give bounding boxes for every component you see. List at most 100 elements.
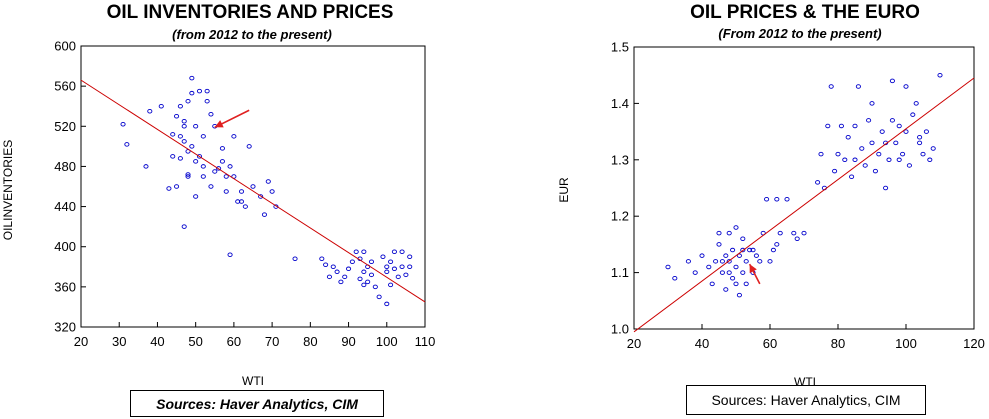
chart-right-data-point [893, 140, 899, 146]
chart-left-arrow-group [214, 109, 250, 129]
chart-left-data-point [227, 164, 233, 169]
chart-left-data-point [399, 264, 405, 270]
chart-right-points [665, 72, 943, 298]
chart-left-data-point [357, 276, 363, 282]
chart-left-data-point [158, 103, 164, 109]
chart-right-data-point [801, 230, 807, 236]
source-note-left: Sources: Haver Analytics, CIM [130, 390, 384, 417]
chart-right-data-point [757, 259, 763, 264]
chart-left-data-point [361, 269, 367, 275]
chart-left-data-point [143, 164, 149, 169]
chart-right-y-ticks: 1.0 1.1 1.2 1.3 1.4 1.5 [611, 40, 639, 337]
chart-right-y-tick-label: 1.4 [611, 96, 629, 111]
chart-left-data-point [208, 184, 214, 189]
chart-left-data-point [120, 122, 126, 127]
chart-left-x-tick-label: 20 [74, 334, 88, 349]
chart-right-data-point [665, 264, 671, 270]
chart-left-data-point [342, 274, 348, 280]
chart-left: OIL INVENTORIES AND PRICES (from 2012 to… [1, 2, 435, 388]
chart-right-x-tick-label: 20 [627, 336, 641, 351]
chart-right-arrow-group [748, 263, 761, 285]
chart-left-data-point [193, 194, 199, 199]
chart-right-data-point [852, 123, 858, 129]
chart-right-data-point [794, 236, 800, 242]
chart-left-data-point [177, 156, 183, 161]
chart-right-data-point [791, 230, 797, 236]
chart-right-data-point [774, 242, 780, 247]
chart-right-x-ticks: 20 40 60 80 100 120 [627, 324, 985, 351]
chart-left-data-point [384, 301, 390, 307]
chart-right-data-point [903, 129, 909, 134]
chart-right-x-tick-label: 40 [695, 336, 709, 351]
chart-left-data-point [407, 264, 413, 270]
chart-left-data-point [368, 259, 375, 265]
chart-left-data-point [193, 159, 199, 164]
chart-left-data-point [181, 224, 187, 229]
chart-left-data-point [181, 124, 187, 129]
chart-left-data-point [166, 186, 172, 191]
chart-left-data-point [223, 189, 229, 194]
chart-left-data-point [189, 75, 195, 81]
chart-right-data-point [910, 112, 916, 117]
chart-right-data-point [692, 270, 698, 275]
chart-left-data-point [292, 256, 298, 262]
chart-left-data-point [231, 134, 237, 139]
chart-left-x-tick-label: 60 [227, 334, 241, 349]
chart-left-data-point [189, 144, 195, 149]
chart-left-data-point [177, 103, 183, 109]
chart-right-data-point [726, 230, 732, 236]
chart-left-data-point [204, 88, 210, 94]
chart-left-data-point [170, 154, 176, 159]
chart-left-y-label: OILINVENTORIES [1, 140, 15, 240]
chart-right-plot-frame [633, 46, 975, 330]
chart-right-data-point [672, 275, 678, 281]
chart-right-data-point [736, 253, 742, 258]
chart-right-data-point [685, 259, 691, 264]
chart-right-y-tick-label: 1.2 [611, 209, 629, 224]
chart-right-data-point [699, 253, 705, 258]
chart-right-data-point [743, 281, 749, 287]
chart-right-subtitle: (From 2012 to the present) [718, 26, 881, 41]
chart-left-x-tick-label: 100 [376, 334, 398, 349]
chart-left-data-point [368, 272, 375, 278]
chart-right-data-point [740, 270, 746, 275]
chart-left-data-point [227, 252, 233, 257]
chart-right-data-point [770, 247, 776, 253]
chart-left-title: OIL INVENTORIES AND PRICES [107, 2, 394, 23]
chart-left-data-point [200, 134, 206, 139]
chart-left-y-tick-label: 520 [54, 119, 76, 134]
chart-left-data-point [372, 284, 378, 290]
chart-right-data-point [900, 151, 906, 157]
chart-right-data-point [713, 259, 719, 264]
chart-right-data-point [903, 84, 909, 89]
chart-left-x-tick-label: 40 [150, 334, 164, 349]
chart-right: OIL PRICES & THE EURO (From 2012 to the … [557, 2, 985, 389]
chart-right-data-point [906, 163, 912, 168]
chart-left-data-point [391, 249, 397, 254]
chart-right-data-point [743, 259, 749, 264]
chart-right-data-point [709, 281, 715, 287]
chart-left-data-point [242, 204, 248, 209]
chart-left-data-point [185, 172, 191, 177]
chart-right-data-point [920, 151, 926, 157]
chart-left-y-tick-label: 480 [54, 159, 76, 174]
chart-left-data-point [204, 98, 210, 104]
chart-right-x-tick-label: 80 [831, 336, 845, 351]
chart-left-y-tick-label: 600 [54, 39, 76, 54]
chart-right-data-point [913, 101, 919, 106]
chart-left-data-point [181, 139, 187, 144]
chart-left-x-tick-label: 30 [112, 334, 126, 349]
chart-left-data-point [174, 113, 180, 119]
chart-right-data-point [896, 157, 902, 163]
chart-left-data-point [265, 179, 271, 184]
chart-left-points [120, 75, 413, 307]
chart-right-y-tick-label: 1.1 [611, 265, 629, 280]
source-note-right: Sources: Haver Analytics, CIM [686, 385, 926, 415]
chart-left-data-point [250, 184, 256, 189]
chart-right-x-tick-label: 60 [763, 336, 777, 351]
chart-left-data-point [185, 174, 191, 179]
chart-right-x-tick-label: 120 [963, 336, 985, 351]
chart-right-data-point [923, 129, 929, 134]
chart-right-data-point [862, 163, 868, 168]
